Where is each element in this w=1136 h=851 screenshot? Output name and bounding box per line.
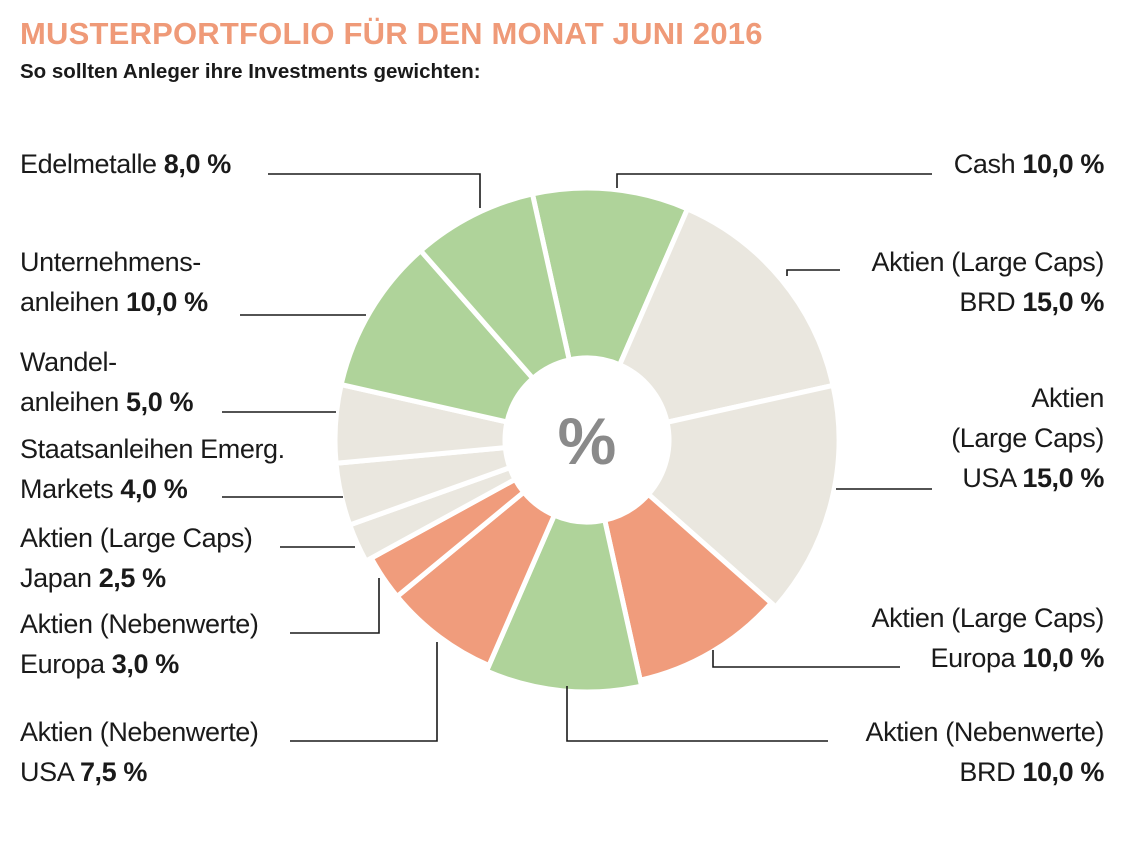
slice-label-aktien-large-caps-europa: Aktien (Large Caps) Europa 10,0 % bbox=[871, 598, 1104, 678]
chart-title: MUSTERPORTFOLIO FÜR DEN MONAT JUNI 2016 bbox=[20, 16, 763, 51]
slice-aktien-nebenwerte-brd bbox=[483, 511, 645, 695]
slice-unternehmensanleihen bbox=[338, 247, 537, 425]
slice-label-text: Unternehmens- bbox=[20, 247, 201, 277]
slice-aktien-large-caps-europa bbox=[601, 490, 775, 684]
leader-line-aktien-nebenwerte-brd bbox=[566, 686, 828, 742]
slice-edelmetalle bbox=[417, 190, 573, 382]
slice-aktien-large-caps-brd bbox=[616, 205, 837, 426]
slice-value: 4,0 % bbox=[120, 474, 188, 504]
slice-label-text: anleihen bbox=[20, 287, 119, 317]
slice-value: 2,5 % bbox=[98, 563, 166, 593]
leader-line-edelmetalle bbox=[268, 173, 481, 208]
slice-label-text: Europa bbox=[20, 649, 105, 679]
slice-value: 10,0 % bbox=[1022, 149, 1104, 179]
leader-line-aktien-nebenwerte-usa bbox=[290, 642, 438, 742]
slice-label-text: Aktien (Nebenwerte) bbox=[20, 609, 259, 639]
slice-label-text: Europa bbox=[930, 643, 1016, 673]
slice-label-edelmetalle: Edelmetalle 8,0 % bbox=[20, 144, 231, 184]
slice-cash bbox=[529, 185, 691, 369]
slice-label-aktien-nebenwerte-usa: Aktien (Nebenwerte) USA 7,5 % bbox=[20, 712, 259, 792]
slice-label-cash: Cash 10,0 % bbox=[953, 144, 1105, 184]
slice-label-aktien-large-caps-japan: Aktien (Large Caps) Japan 2,5 % bbox=[20, 518, 253, 598]
slice-aktien-large-caps-usa bbox=[644, 382, 842, 611]
slice-value: 10,0 % bbox=[1022, 643, 1104, 673]
leader-line-aktien-large-caps-europa bbox=[712, 650, 900, 668]
slice-value: 3,0 % bbox=[111, 649, 179, 679]
slice-label-aktien-large-caps-usa: Aktien (Large Caps) USA 15,0 % bbox=[951, 378, 1104, 498]
slice-label-text: Japan bbox=[20, 563, 92, 593]
slice-label-text: Aktien (Nebenwerte) bbox=[865, 717, 1104, 747]
slice-label-aktien-large-caps-brd: Aktien (Large Caps) BRD 15,0 % bbox=[871, 242, 1104, 322]
slice-label-text: Edelmetalle bbox=[20, 149, 157, 179]
slice-label-text: Aktien bbox=[1031, 383, 1104, 413]
slice-label-aktien-nebenwerte-brd: Aktien (Nebenwerte) BRD 10,0 % bbox=[865, 712, 1104, 792]
slice-label-text: Cash bbox=[953, 149, 1016, 179]
slice-label-wandelanleihen: Wandel-anleihen 5,0 % bbox=[20, 342, 193, 422]
leader-line-aktien-nebenwerte-europa bbox=[290, 578, 380, 634]
slice-value: 8,0 % bbox=[163, 149, 231, 179]
slice-label-text: Aktien (Nebenwerte) bbox=[20, 717, 259, 747]
slice-value: 15,0 % bbox=[1022, 463, 1104, 493]
slice-label-text: BRD bbox=[959, 287, 1016, 317]
slice-label-text: (Large Caps) bbox=[951, 423, 1104, 453]
slice-label-text: BRD bbox=[959, 757, 1016, 787]
slice-value: 15,0 % bbox=[1022, 287, 1104, 317]
slice-label-text: Aktien (Large Caps) bbox=[871, 603, 1104, 633]
slice-value: 10,0 % bbox=[126, 287, 208, 317]
donut-slices bbox=[332, 185, 842, 695]
slice-label-staatsanleihen-emerg-markets: Staatsanleihen Emerg. Markets 4,0 % bbox=[20, 429, 285, 509]
slice-value: 10,0 % bbox=[1022, 757, 1104, 787]
leader-line-cash bbox=[616, 173, 932, 188]
slice-value: 5,0 % bbox=[126, 387, 194, 417]
slice-label-text: Markets bbox=[20, 474, 114, 504]
slice-label-unternehmensanleihen: Unternehmens-anleihen 10,0 % bbox=[20, 242, 208, 322]
leader-lines bbox=[222, 173, 932, 742]
center-percent-symbol: % bbox=[558, 404, 617, 478]
slice-label-text: Aktien (Large Caps) bbox=[20, 523, 253, 553]
leader-line-aktien-large-caps-brd bbox=[786, 269, 840, 276]
slice-label-aktien-nebenwerte-europa: Aktien (Nebenwerte) Europa 3,0 % bbox=[20, 604, 259, 684]
slice-label-text: Aktien (Large Caps) bbox=[871, 247, 1104, 277]
slice-value: 7,5 % bbox=[79, 757, 147, 787]
slice-label-text: USA bbox=[20, 757, 73, 787]
slice-label-text: USA bbox=[962, 463, 1016, 493]
chart-subtitle: So sollten Anleger ihre Investments gewi… bbox=[20, 60, 481, 83]
slice-label-text: Staatsanleihen Emerg. bbox=[20, 434, 285, 464]
slice-label-text: Wandel- bbox=[20, 347, 117, 377]
slice-label-text: anleihen bbox=[20, 387, 119, 417]
donut-hole bbox=[507, 360, 667, 520]
